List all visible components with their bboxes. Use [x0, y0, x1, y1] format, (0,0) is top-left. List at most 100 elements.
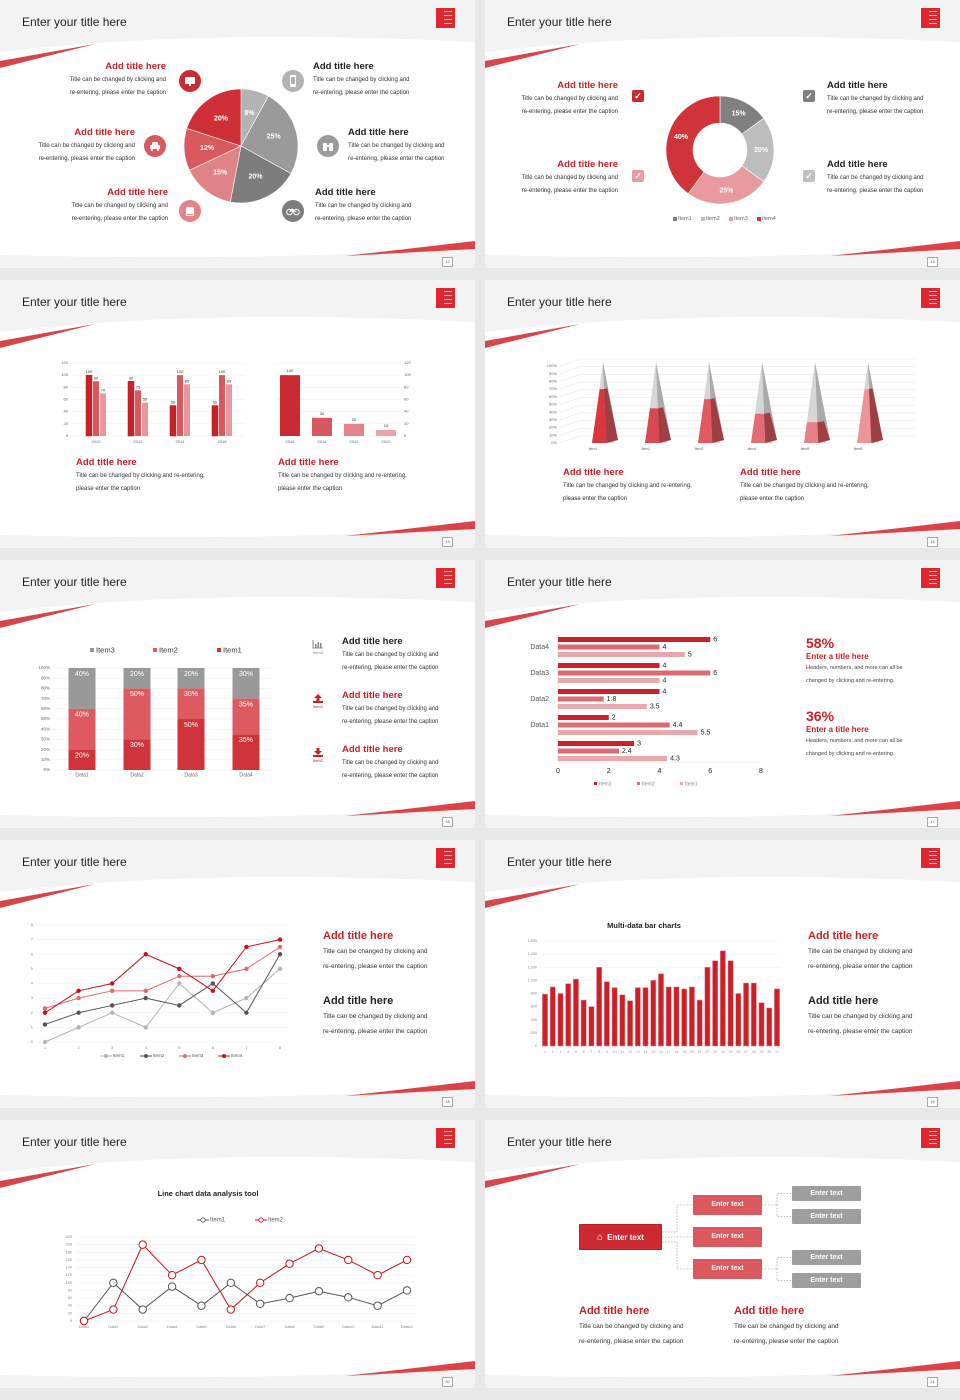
- slide-19[interactable]: Enter your title here Multi-data bar cha…: [485, 840, 960, 1108]
- block-desc[interactable]: Title can be changed by clicking and: [313, 77, 410, 83]
- block-desc[interactable]: Title can be changed by clicking and: [315, 203, 412, 209]
- slide-title[interactable]: Enter your title here: [22, 575, 127, 589]
- slide-title[interactable]: Enter your title here: [507, 1135, 612, 1149]
- slide-14[interactable]: Enter your title here 0 20 40 60 80 100 120 201…: [0, 280, 475, 548]
- block-desc[interactable]: Title can be changed by clicking and: [323, 1013, 428, 1020]
- block-title[interactable]: Add title here: [107, 187, 168, 198]
- slide-title[interactable]: Enter your title here: [22, 15, 127, 29]
- block-desc[interactable]: please enter the caption: [563, 496, 628, 502]
- block-desc[interactable]: Title can be changed by clicking and re-…: [740, 483, 869, 489]
- block-desc[interactable]: re-entering, please enter the caption: [315, 216, 412, 222]
- slide-title[interactable]: Enter your title here: [507, 295, 612, 309]
- block-desc[interactable]: Title can be changed by clicking and: [827, 96, 924, 102]
- slide-18[interactable]: Enter your title here 0 1 2 3 4 5 6 7 8 1 2 3 4 5 6 7 8 I…: [0, 840, 475, 1108]
- block-title[interactable]: Add title here: [313, 61, 374, 72]
- slide-15[interactable]: Enter your title here 0% 10% 20% 30% 40% 50% 6…: [485, 280, 960, 548]
- block-desc[interactable]: re-entering, please enter the caption: [579, 1338, 684, 1345]
- block-desc[interactable]: please enter the caption: [278, 486, 343, 492]
- block-desc[interactable]: re-entering, please enter the caption: [342, 773, 439, 779]
- block-desc[interactable]: Title can be changed by clicking and: [69, 77, 166, 83]
- slide-20[interactable]: Enter your title here Line chart data an…: [0, 1120, 475, 1388]
- stat-value[interactable]: 36%: [806, 708, 835, 724]
- block-title[interactable]: Add title here: [808, 930, 879, 942]
- block-title[interactable]: Add title here: [557, 159, 618, 170]
- block-title[interactable]: Add title here: [105, 61, 166, 72]
- block-desc[interactable]: Title can be changed by clicking and: [342, 652, 439, 658]
- block-title[interactable]: Add title here: [74, 127, 135, 138]
- slide-17[interactable]: Enter your title here 6 4 5 Data4 4 6 4 Data3 4 1…: [485, 560, 960, 828]
- block-desc[interactable]: re-entering, please enter the caption: [827, 109, 924, 115]
- block-desc[interactable]: re-entering, please enter the caption: [342, 665, 439, 671]
- block-title[interactable]: Add title here: [348, 127, 409, 138]
- block-desc[interactable]: Title can be changed by clicking and re-…: [278, 473, 407, 479]
- block-title[interactable]: Add title here: [76, 457, 137, 468]
- block-desc[interactable]: re-entering, please enter the caption: [69, 90, 166, 96]
- stat-value[interactable]: 58%: [806, 635, 835, 651]
- block-desc[interactable]: Title can be changed by clicking and re-…: [76, 473, 205, 479]
- stat-title[interactable]: Enter a title here: [806, 652, 869, 661]
- leaf-node[interactable]: Enter text: [792, 1209, 861, 1224]
- block-desc[interactable]: re-entering, please enter the caption: [38, 156, 135, 162]
- block-desc[interactable]: please enter the caption: [76, 486, 141, 492]
- block-desc[interactable]: re-entering, please enter the caption: [808, 1028, 913, 1035]
- block-desc[interactable]: Title can be changed by clicking and: [734, 1323, 839, 1330]
- block-title[interactable]: Add title here: [579, 1305, 650, 1317]
- slide-title[interactable]: Enter your title here: [22, 1135, 127, 1149]
- block-desc[interactable]: re-entering, please enter the caption: [521, 109, 618, 115]
- stat-desc[interactable]: changed by clicking and re-entering.: [806, 751, 895, 757]
- slide-title[interactable]: Enter your title here: [22, 295, 127, 309]
- checkbox-icon[interactable]: ✓: [632, 90, 644, 102]
- block-desc[interactable]: re-entering, please enter the caption: [808, 963, 913, 970]
- leaf-node[interactable]: Enter text: [792, 1186, 861, 1201]
- slide-21[interactable]: Enter your title here ⌂ Enter text Enter …: [485, 1120, 960, 1388]
- block-title[interactable]: Add title here: [827, 159, 888, 170]
- block-desc[interactable]: Title can be changed by clicking and: [808, 1013, 913, 1020]
- root-node[interactable]: ⌂ Enter text: [579, 1224, 662, 1250]
- slide-title[interactable]: Enter your title here: [22, 855, 127, 869]
- slide-title[interactable]: Enter your title here: [507, 15, 612, 29]
- block-desc[interactable]: Title can be changed by clicking and: [521, 96, 618, 102]
- block-desc[interactable]: Title can be changed by clicking and re-…: [563, 483, 692, 489]
- block-desc[interactable]: Title can be changed by clicking and: [323, 948, 428, 955]
- block-title[interactable]: Add title here: [557, 80, 618, 91]
- block-desc[interactable]: re-entering, please enter the caption: [348, 156, 445, 162]
- block-title[interactable]: Add title here: [740, 467, 801, 478]
- stat-title[interactable]: Enter a title here: [806, 725, 869, 734]
- block-title[interactable]: Add title here: [342, 636, 403, 647]
- block-title[interactable]: Add title here: [342, 690, 403, 701]
- slide-16[interactable]: Enter your title here 0% 10% 20% 30% 40% 50% 6…: [0, 560, 475, 828]
- stat-desc[interactable]: changed by clicking and re-entering.: [806, 678, 895, 684]
- checkbox-icon[interactable]: ✓: [632, 170, 644, 182]
- block-desc[interactable]: re-entering, please enter the caption: [323, 1028, 428, 1035]
- block-desc[interactable]: re-entering, please enter the caption: [323, 963, 428, 970]
- checkbox-icon[interactable]: ✓: [803, 170, 815, 182]
- block-title[interactable]: Add title here: [315, 187, 376, 198]
- slide-13[interactable]: Enter your title here 15% 20% 25% 40% Add t…: [485, 0, 960, 268]
- block-title[interactable]: Add title here: [734, 1305, 805, 1317]
- block-desc[interactable]: re-entering, please enter the caption: [313, 90, 410, 96]
- stat-desc[interactable]: Headers, numbers, and more can all be: [806, 738, 903, 744]
- block-title[interactable]: Add title here: [563, 467, 624, 478]
- block-title[interactable]: Add title here: [342, 744, 403, 755]
- leaf-node[interactable]: Enter text: [792, 1250, 861, 1265]
- block-title[interactable]: Add title here: [278, 457, 339, 468]
- block-desc[interactable]: re-entering, please enter the caption: [734, 1338, 839, 1345]
- block-title[interactable]: Add title here: [323, 995, 394, 1007]
- stat-desc[interactable]: Headers, numbers, and more can all be: [806, 665, 903, 671]
- block-desc[interactable]: Title can be changed by clicking and: [38, 143, 135, 149]
- block-desc[interactable]: re-entering, please enter the caption: [71, 216, 168, 222]
- checkbox-icon[interactable]: ✓: [803, 90, 815, 102]
- block-desc[interactable]: re-entering, please enter the caption: [521, 188, 618, 194]
- mid-node[interactable]: Enter text: [693, 1259, 762, 1279]
- block-desc[interactable]: Title can be changed by clicking and: [342, 706, 439, 712]
- block-desc[interactable]: re-entering, please enter the caption: [342, 719, 439, 725]
- block-title[interactable]: Add title here: [808, 995, 879, 1007]
- block-desc[interactable]: Title can be changed by clicking and: [348, 143, 445, 149]
- mid-node[interactable]: Enter text: [693, 1227, 762, 1247]
- block-desc[interactable]: Title can be changed by clicking and: [579, 1323, 684, 1330]
- block-title[interactable]: Add title here: [827, 80, 888, 91]
- slide-title[interactable]: Enter your title here: [507, 575, 612, 589]
- block-desc[interactable]: Title can be changed by clicking and: [71, 203, 168, 209]
- block-desc[interactable]: Title can be changed by clicking and: [808, 948, 913, 955]
- block-desc[interactable]: please enter the caption: [740, 496, 805, 502]
